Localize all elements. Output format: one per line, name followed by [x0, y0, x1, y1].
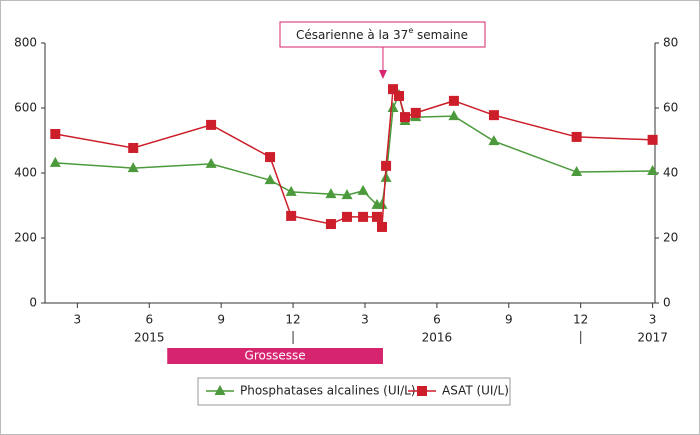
point — [325, 188, 337, 199]
legend-marker — [214, 385, 226, 395]
x-tick-label: 9 — [217, 313, 225, 327]
point — [387, 102, 399, 112]
annotation-part: Césarienne à la 37 — [296, 28, 408, 42]
x-tick-label: 12 — [573, 313, 588, 327]
point — [488, 135, 500, 146]
x-tick-label: 6 — [145, 313, 153, 327]
y2-tick-label: 80 — [663, 36, 678, 50]
point — [371, 211, 382, 222]
point — [571, 131, 582, 142]
point — [285, 185, 297, 196]
annotation: Césarienne à la 37e semaine — [296, 26, 468, 42]
point — [50, 129, 61, 139]
point — [264, 174, 276, 185]
y-tick-label: 200 — [14, 231, 37, 245]
y-tick-label: 600 — [14, 101, 37, 115]
point — [448, 95, 459, 106]
point — [647, 165, 659, 176]
point — [376, 198, 388, 209]
annotation-arrowhead — [378, 70, 387, 79]
point — [286, 210, 297, 221]
point — [400, 112, 411, 123]
year-label: 2017 — [637, 331, 668, 345]
annotation-box — [279, 21, 486, 48]
point — [265, 152, 276, 163]
y2-tick-label: 40 — [663, 166, 678, 180]
point — [206, 119, 217, 130]
x-tick-label: 6 — [433, 313, 441, 327]
legend-box — [197, 377, 511, 406]
point — [205, 157, 217, 168]
y-tick-label: 0 — [29, 296, 37, 310]
point — [358, 211, 369, 222]
point — [488, 110, 499, 121]
year-label: 2015 — [134, 331, 165, 345]
y2-tick-label: 20 — [663, 231, 678, 245]
legend-label: ASAT (UI/L) — [442, 384, 509, 398]
point — [571, 166, 583, 177]
annotation-part: semaine — [413, 28, 468, 42]
point — [647, 134, 658, 145]
point — [410, 107, 421, 118]
span-label: Grossesse — [245, 349, 306, 363]
y-tick-label: 400 — [14, 166, 37, 180]
point — [49, 156, 61, 167]
point — [388, 84, 399, 95]
span-bar — [167, 348, 383, 364]
point — [357, 184, 369, 195]
point — [342, 211, 353, 222]
point — [376, 221, 387, 232]
x-tick-label: 3 — [361, 313, 369, 327]
point — [127, 162, 139, 173]
x-tick-label: 3 — [74, 313, 82, 327]
point — [128, 142, 139, 153]
y2-tick-label: 60 — [663, 101, 678, 115]
y-tick-label: 800 — [14, 36, 37, 50]
point — [381, 160, 392, 171]
x-tick-label: 3 — [649, 313, 657, 327]
year-label: 2016 — [422, 331, 453, 345]
y2-tick-label: 0 — [663, 296, 671, 310]
point — [341, 189, 353, 200]
legend-marker — [417, 386, 427, 396]
point — [325, 219, 336, 230]
x-tick-label: 9 — [505, 313, 513, 327]
legend-label: Phosphatases alcalines (UI/L) — [240, 384, 416, 398]
annotation-part: e — [408, 26, 413, 35]
x-tick-label: 12 — [285, 313, 300, 327]
point — [448, 110, 460, 121]
point — [394, 90, 405, 101]
